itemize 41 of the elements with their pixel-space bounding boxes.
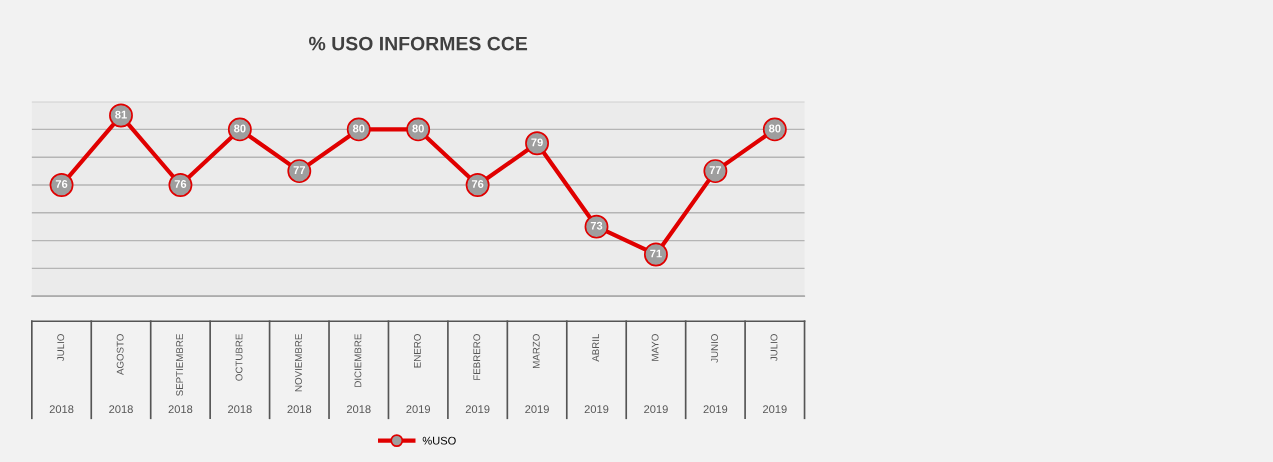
text: 2018: [287, 405, 312, 414]
text: 2019: [406, 405, 431, 414]
x-tick-label: ABRIL: [592, 333, 600, 362]
data-label: 77: [293, 166, 305, 174]
data-label: 71: [650, 249, 662, 258]
text: 2018: [168, 405, 193, 414]
text: 2018: [228, 405, 252, 414]
x-tick-label: OCTUBRE: [235, 334, 243, 381]
data-label: 76: [174, 180, 187, 188]
data-label: 76: [471, 180, 484, 188]
data-label: 80: [412, 124, 424, 133]
text: 2018: [346, 405, 371, 414]
x-tick-label: SEPTIEMBRE: [176, 334, 184, 396]
x-tick-label: FEBRERO: [473, 334, 481, 380]
x-tick-label: NOVIEMBRE: [295, 334, 302, 392]
text: 2019: [644, 405, 668, 414]
text: 2019: [584, 405, 609, 414]
text: 2018: [109, 405, 133, 414]
x-tick-label: MARZO: [532, 334, 540, 368]
x-tick-label: AGOSTO: [116, 334, 124, 376]
data-label: 80: [234, 124, 246, 133]
legend-label: %USO: [422, 436, 456, 445]
x-tick-label: JULIO: [57, 334, 65, 362]
text: 2019: [763, 405, 787, 414]
x-tick-label: JUNIO: [711, 334, 718, 363]
data-label: 80: [768, 124, 781, 133]
data-label: 73: [590, 221, 603, 230]
data-label: 77: [709, 166, 722, 174]
data-label: 81: [115, 110, 127, 119]
x-tick-label: MAYO: [651, 334, 659, 361]
text: 2019: [525, 405, 549, 414]
text: 2019: [703, 405, 728, 414]
data-label: 80: [352, 124, 365, 133]
chart-title: % USO INFORMES CCE: [309, 36, 528, 51]
x-tick-label: JULIO: [770, 334, 778, 362]
data-label: 79: [531, 138, 543, 147]
x-tick-label: DICIEMBRE: [354, 334, 362, 387]
data-label: 76: [55, 180, 68, 188]
x-tick-label: ENERO: [413, 334, 421, 368]
text: 2019: [465, 405, 490, 414]
text: 2018: [49, 405, 74, 414]
